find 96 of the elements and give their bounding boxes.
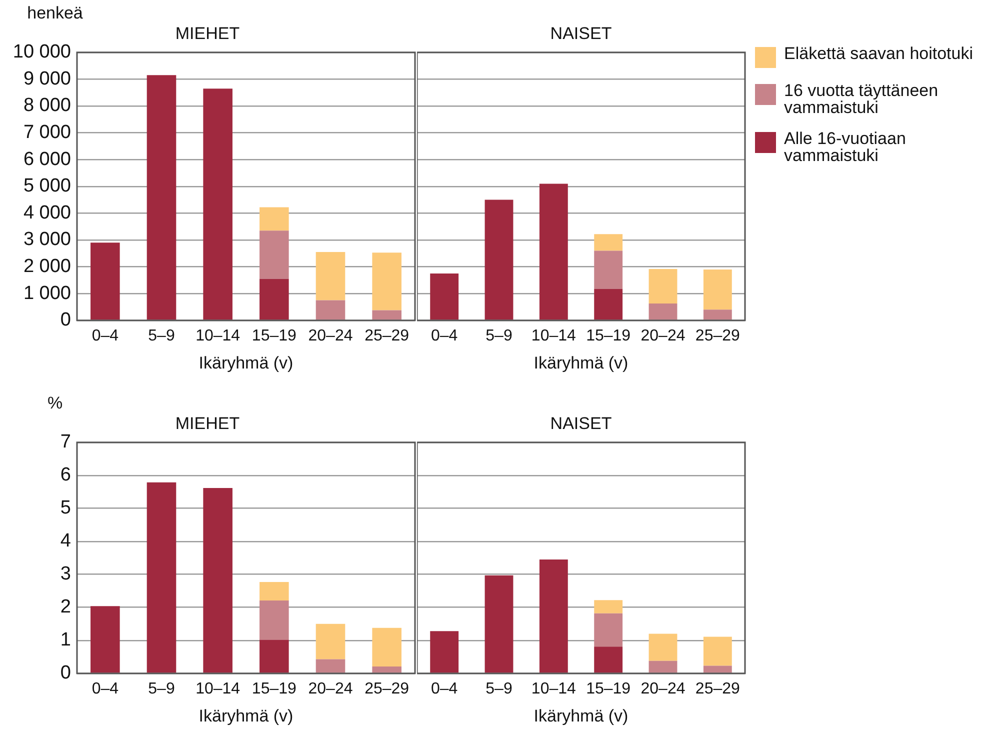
bar — [648, 304, 678, 320]
x-tick-label: 20–24 — [308, 327, 353, 344]
bar — [90, 606, 120, 673]
x-tick-label: 5–9 — [486, 327, 512, 344]
x-tick-label: 5–9 — [148, 680, 175, 698]
y-tick-label: 2 — [60, 596, 71, 618]
bar — [90, 242, 120, 320]
y-tick-label: 6 000 — [23, 148, 71, 170]
bar — [703, 636, 732, 666]
bar — [648, 634, 678, 661]
x-tick-label: 20–24 — [640, 327, 686, 344]
y-tick-label: 0 — [60, 310, 71, 331]
x-tick-label: 10–14 — [531, 680, 576, 698]
y-tick-label: 3 — [60, 564, 71, 585]
x-tick-label: 25–29 — [364, 680, 410, 698]
legend-label: Eläkettä saavan hoitotuki — [784, 44, 974, 63]
y-tick-label: 1 000 — [23, 282, 71, 304]
bar — [372, 310, 402, 320]
bar — [484, 200, 514, 320]
bar — [316, 252, 346, 300]
bar — [703, 269, 732, 310]
bar — [316, 624, 346, 660]
legend-label: 16 vuotta täyttäneen vammaistuki — [784, 81, 940, 117]
bar — [260, 582, 289, 600]
chart-title: NAISET — [550, 414, 612, 433]
bar — [648, 660, 678, 673]
bar — [203, 88, 232, 320]
x-axis-title: Ikäryhmä (v) — [198, 353, 294, 372]
y-tick-label: 4 000 — [23, 202, 71, 224]
bar — [703, 666, 732, 673]
bar — [372, 666, 402, 673]
x-axis-title: Ikäryhmä (v) — [534, 353, 628, 372]
x-tick-label: 15–19 — [586, 327, 631, 344]
bar — [594, 250, 623, 290]
y-axis-title: henkeä — [27, 4, 84, 23]
chart-title: MIEHET — [175, 414, 240, 433]
x-tick-label: 20–24 — [308, 680, 353, 698]
bar — [260, 640, 289, 673]
bar — [203, 488, 232, 673]
x-tick-label: 25–29 — [364, 327, 410, 344]
y-tick-label: 6 — [60, 464, 71, 486]
bar — [260, 600, 289, 640]
x-tick-label: 15–19 — [586, 680, 631, 698]
bar — [146, 482, 176, 673]
bar — [146, 75, 176, 320]
bar — [594, 613, 623, 647]
bar — [594, 600, 623, 614]
x-tick-label: 5–9 — [148, 327, 175, 344]
y-tick-label: 0 — [60, 662, 71, 684]
y-tick-label: 5 000 — [23, 176, 71, 197]
bar — [648, 268, 678, 304]
y-tick-label: 4 — [60, 530, 72, 552]
bar — [539, 560, 568, 673]
x-tick-label: 15–19 — [252, 327, 297, 344]
bar — [594, 289, 623, 320]
x-tick-label: 10–14 — [196, 327, 240, 344]
x-tick-label: 10–14 — [196, 680, 240, 698]
x-tick-label: 10–14 — [531, 327, 576, 344]
bar — [260, 278, 289, 320]
y-tick-label: 9 000 — [23, 68, 71, 90]
y-tick-label: 1 — [60, 630, 71, 651]
bar — [594, 234, 623, 251]
y-tick-label: 10 000 — [12, 42, 71, 63]
y-tick-label: 2 000 — [23, 256, 71, 278]
bar — [372, 628, 402, 666]
bar — [594, 646, 623, 673]
bar — [703, 310, 732, 320]
x-tick-label: 0–4 — [430, 327, 458, 344]
y-tick-label: 5 — [60, 498, 71, 519]
x-tick-label: 20–24 — [640, 680, 686, 698]
x-tick-label: 0–4 — [430, 680, 458, 698]
y-tick-label: 3 000 — [23, 229, 71, 250]
x-axis-title: Ikäryhmä (v) — [534, 706, 628, 726]
y-tick-label: 8 000 — [23, 95, 71, 116]
x-tick-label: 0–4 — [92, 680, 119, 698]
legend-label: Alle 16-vuotiaan vammaistuki — [784, 129, 907, 165]
y-axis-title: % — [47, 394, 63, 413]
x-tick-label: 25–29 — [695, 680, 740, 698]
x-tick-label: 0–4 — [92, 327, 119, 344]
x-axis-title: Ikäryhmä (v) — [198, 706, 294, 726]
bar — [539, 184, 568, 320]
chart-title: NAISET — [550, 24, 612, 43]
x-tick-label: 5–9 — [486, 680, 512, 698]
chart-title: MIEHET — [175, 24, 240, 43]
bar — [430, 274, 459, 320]
bar — [260, 207, 289, 231]
y-tick-label: 7 — [60, 432, 71, 453]
bar — [316, 659, 346, 673]
x-tick-label: 25–29 — [695, 327, 740, 344]
bar — [260, 230, 289, 279]
bar — [430, 631, 459, 673]
x-tick-label: 15–19 — [252, 680, 297, 698]
bar — [484, 575, 514, 673]
bar — [316, 300, 346, 320]
y-tick-label: 7 000 — [23, 122, 71, 144]
bar — [372, 252, 402, 310]
